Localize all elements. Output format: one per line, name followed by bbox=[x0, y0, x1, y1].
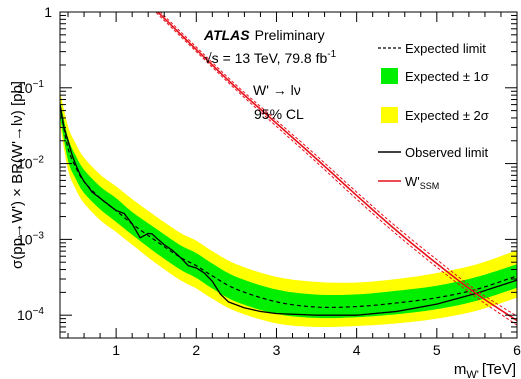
atlas-label-bold: ATLAS bbox=[203, 27, 250, 43]
legend-band1-label: Expected ± 1σ bbox=[405, 69, 489, 84]
legend-theory-sub: SSM bbox=[420, 181, 440, 191]
y-tick-base: 1 bbox=[44, 4, 52, 20]
theory-band-upper bbox=[159, 12, 517, 317]
x-axis-title-unit: [TeV] bbox=[482, 361, 516, 378]
atlas-label: ATLAS Preliminary bbox=[203, 27, 325, 43]
axis-ticks: 1 2 3 4 5 610−410−310−210−11 bbox=[17, 4, 521, 358]
x-axis-title-sub: W' bbox=[466, 369, 478, 379]
energy-lumi-label: √s = 13 TeV, 79.8 fb-1 bbox=[204, 49, 337, 66]
theory-band-lower bbox=[155, 12, 517, 326]
x-tick-label: 3 bbox=[273, 342, 281, 358]
y-tick-exponent: −3 bbox=[33, 230, 45, 241]
annotations: ATLAS Preliminary √s = 13 TeV, 79.8 fb-1 … bbox=[203, 27, 337, 122]
channel-label: W' → lν bbox=[253, 82, 301, 98]
y-tick-base: 10 bbox=[17, 231, 33, 247]
legend-band2-swatch bbox=[381, 107, 398, 123]
y-tick-label: 10−2 bbox=[17, 155, 44, 172]
legend-theory-main: W' bbox=[405, 174, 420, 189]
cl-label: 95% CL bbox=[254, 106, 304, 122]
y-axis-title: σ(pp→W') × BR(W'→lν) [pb] bbox=[9, 81, 26, 269]
y-tick-exponent: −4 bbox=[33, 306, 45, 317]
legend-theory-label: W'SSM bbox=[405, 174, 439, 191]
y-tick-exponent: −1 bbox=[33, 79, 45, 90]
band-2sigma bbox=[60, 91, 517, 328]
theory-line bbox=[156, 12, 517, 322]
y-tick-label: 10−4 bbox=[17, 306, 44, 323]
y-tick-base: 10 bbox=[17, 156, 33, 172]
x-axis-title: mW' [TeV] bbox=[454, 361, 516, 379]
preliminary-label: Preliminary bbox=[255, 27, 325, 43]
legend-observed-label: Observed limit bbox=[405, 145, 488, 160]
x-tick-label: 2 bbox=[192, 342, 200, 358]
y-tick-label: 10−3 bbox=[17, 230, 44, 247]
band-1sigma bbox=[60, 100, 517, 319]
x-tick-label: 4 bbox=[353, 342, 361, 358]
x-tick-label: 6 bbox=[513, 342, 521, 358]
y-tick-label: 1 bbox=[44, 4, 52, 20]
y-tick-base: 10 bbox=[17, 307, 33, 323]
legend-band1-swatch bbox=[381, 68, 398, 84]
y-tick-base: 10 bbox=[17, 80, 33, 96]
x-tick-label: 1 bbox=[112, 342, 120, 358]
y-tick-exponent: −2 bbox=[33, 155, 45, 166]
plot-data-area bbox=[60, 12, 517, 328]
y-tick-label: 10−1 bbox=[17, 79, 44, 96]
energy-lumi-sup: -1 bbox=[327, 49, 336, 60]
x-tick-label: 5 bbox=[433, 342, 441, 358]
legend: Expected limit Expected ± 1σ Expected ± … bbox=[378, 41, 489, 191]
legend-band2-label: Expected ± 2σ bbox=[405, 108, 489, 123]
legend-expected-label: Expected limit bbox=[405, 41, 486, 56]
x-axis-title-main: m bbox=[454, 361, 467, 378]
observed-limit-line bbox=[60, 104, 517, 316]
energy-lumi-main: √s = 13 TeV, 79.8 fb bbox=[204, 50, 327, 66]
